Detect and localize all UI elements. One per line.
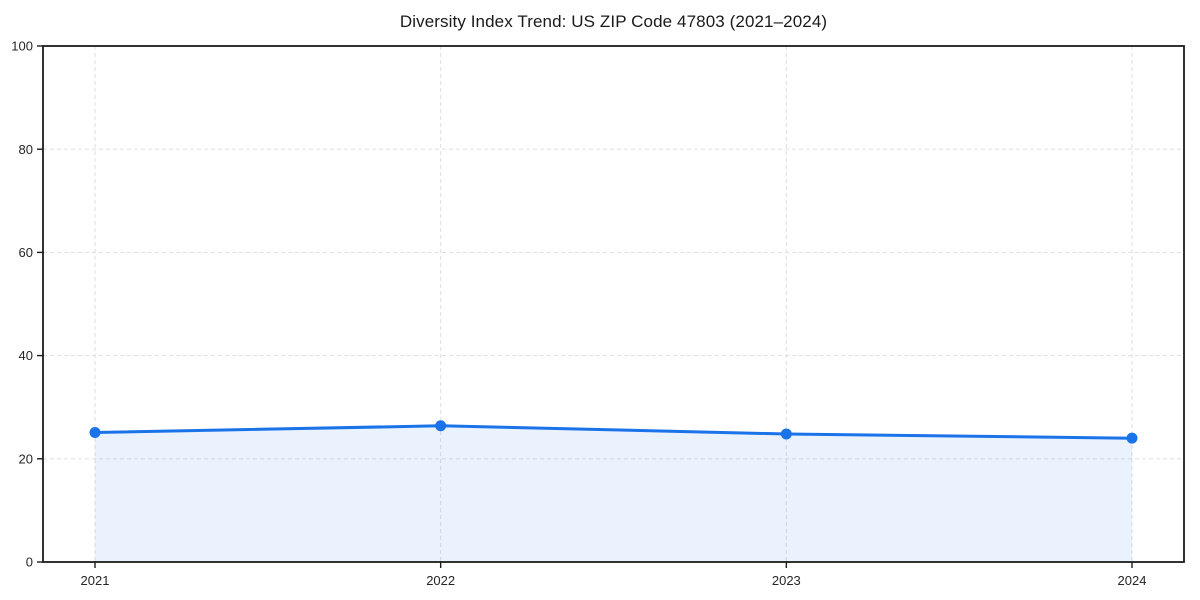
data-point-2024 [1126,432,1138,444]
x-tick-label: 2022 [426,573,455,588]
y-tick-label: 80 [19,142,33,157]
plot-border [42,45,1185,563]
data-point-2022 [435,420,447,432]
data-point-2021 [89,426,101,438]
trend-line [93,424,1134,440]
y-tick-label: 40 [19,348,33,363]
data-point-2023 [780,428,792,440]
x-tick-label: 2023 [772,573,801,588]
y-tick-label: 0 [26,555,33,570]
y-tick-label: 20 [19,451,33,466]
y-tick-label: 100 [11,39,33,54]
x-tick-label: 2024 [1118,573,1147,588]
area-fill [95,425,1132,562]
x-tick-label: 2021 [81,573,110,588]
y-tick-label: 60 [19,245,33,260]
chart-title: Diversity Index Trend: US ZIP Code 47803… [399,12,828,31]
